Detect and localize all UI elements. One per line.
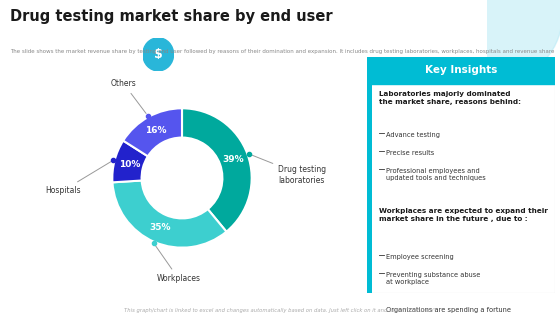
Wedge shape (113, 140, 148, 182)
Text: Advance testing: Advance testing (386, 132, 440, 138)
Text: $: $ (154, 48, 162, 61)
Text: Drug testing
laboratories: Drug testing laboratories (251, 155, 326, 185)
Text: 39%: 39% (222, 155, 244, 164)
Wedge shape (182, 108, 251, 232)
Text: Employee screening: Employee screening (386, 254, 454, 260)
Text: Others: Others (111, 79, 146, 113)
Text: Workplaces are expected to expand their
market share in the future , due to :: Workplaces are expected to expand their … (379, 208, 548, 222)
Text: Professional employees and
updated tools and techniques: Professional employees and updated tools… (386, 168, 486, 181)
Text: Key Insights: Key Insights (425, 65, 497, 75)
Text: This graph/chart is linked to excel and changes automatically based on data. Jus: This graph/chart is linked to excel and … (124, 308, 436, 313)
Circle shape (445, 0, 560, 79)
Text: Precise results: Precise results (386, 150, 435, 156)
Text: 16%: 16% (145, 126, 166, 135)
Text: 10%: 10% (119, 160, 140, 169)
FancyBboxPatch shape (367, 57, 555, 84)
Text: Workplaces: Workplaces (155, 245, 200, 283)
Text: Preventing substance abuse
at workplace: Preventing substance abuse at workplace (386, 272, 480, 285)
FancyBboxPatch shape (367, 57, 555, 293)
Text: Laboratories majorly dominated
the market share, reasons behind:: Laboratories majorly dominated the marke… (379, 91, 521, 105)
Wedge shape (123, 108, 182, 156)
Text: 35%: 35% (150, 223, 171, 232)
Text: The slide shows the market revenue share by testing end user followed by reasons: The slide shows the market revenue share… (10, 49, 554, 54)
Text: Organizations are spending a fortune
on testing: Organizations are spending a fortune on … (386, 307, 511, 315)
Text: Drug testing market share by end user: Drug testing market share by end user (10, 9, 333, 25)
Wedge shape (113, 180, 226, 248)
Circle shape (143, 38, 174, 71)
Bar (367, 84, 372, 293)
Text: Hospitals: Hospitals (45, 162, 111, 195)
